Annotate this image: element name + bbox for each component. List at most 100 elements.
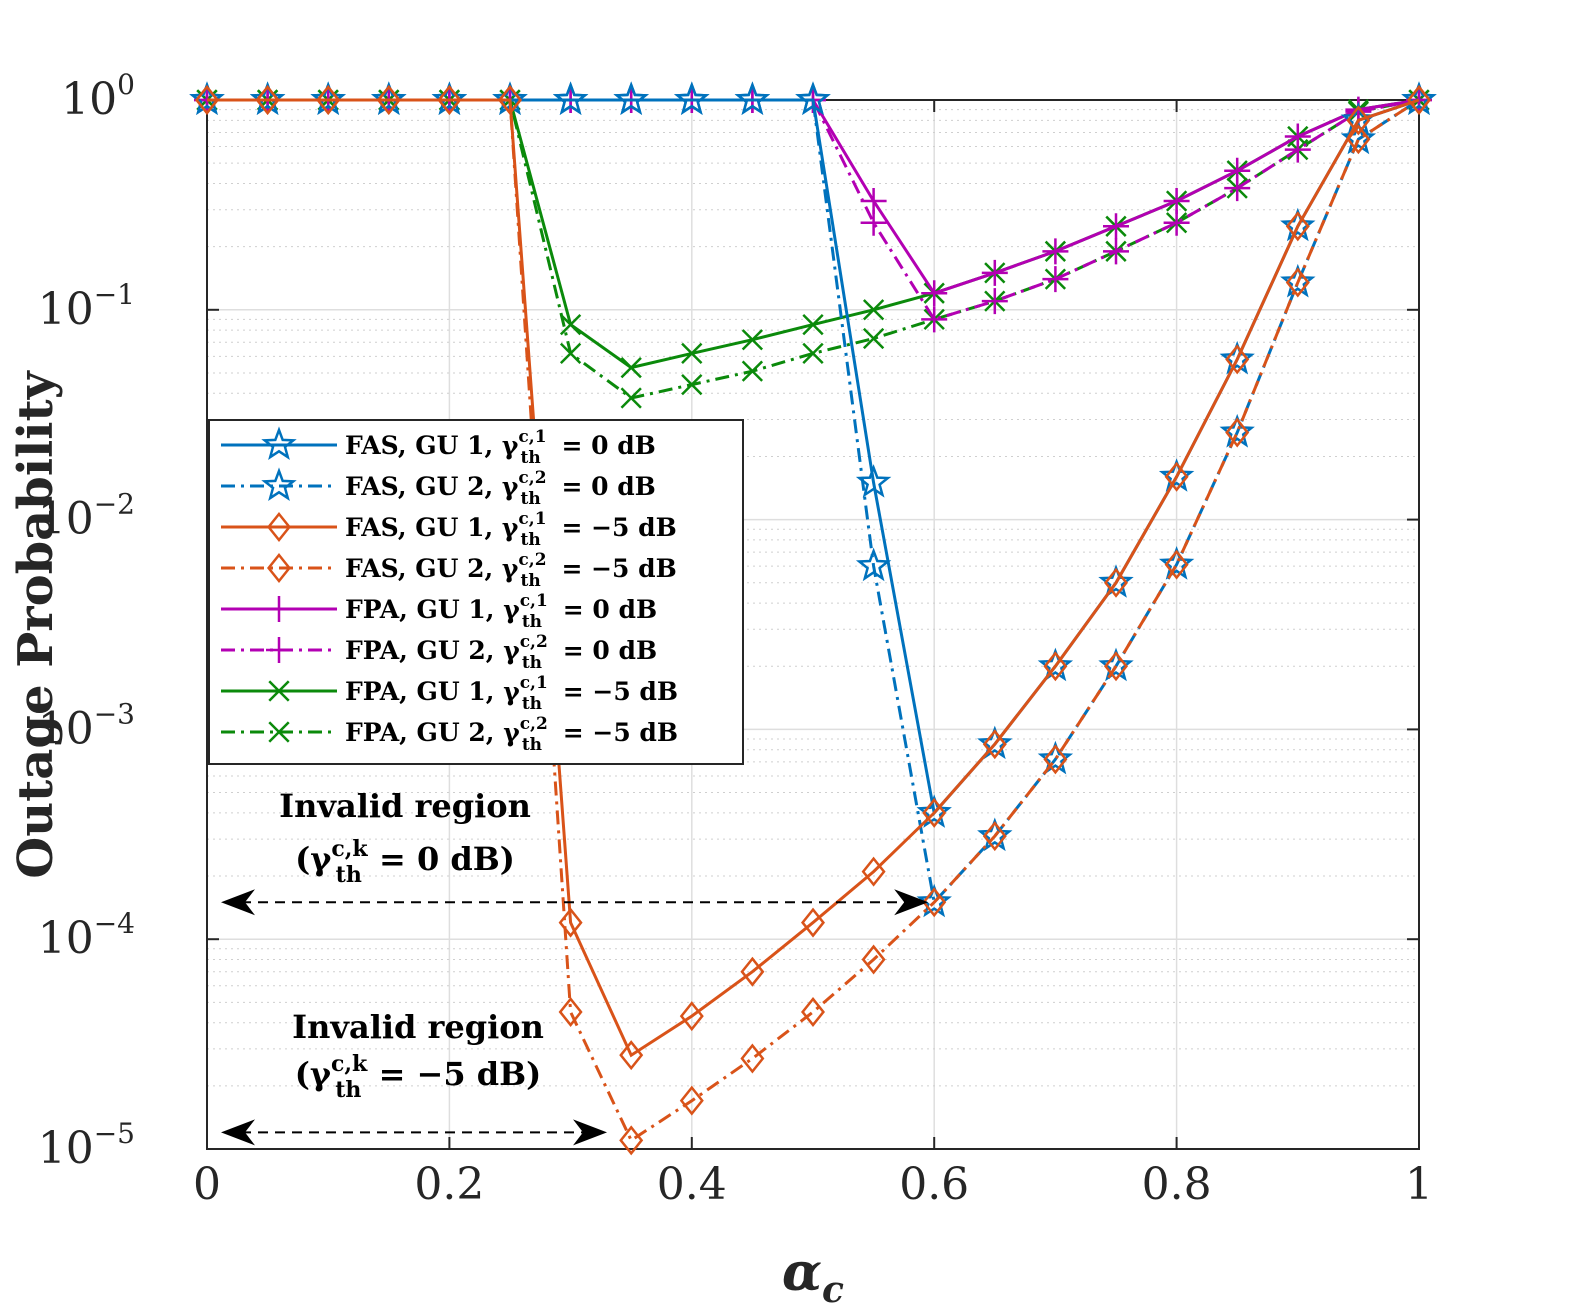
marker-plus — [921, 306, 948, 333]
legend-entry: FAS, GU 1, γc,1 th = 0 dB — [221, 426, 656, 468]
marker-star — [1037, 740, 1074, 775]
marker-star — [552, 81, 589, 115]
marker-diamond — [1164, 461, 1189, 492]
marker-plus — [1042, 238, 1069, 265]
marker-star — [249, 81, 286, 115]
marker-diamond — [1164, 549, 1189, 580]
marker-diamond — [982, 821, 1007, 852]
marker-plus — [1284, 136, 1311, 163]
marker-star — [977, 817, 1013, 852]
annotation-title: Invalid region — [279, 787, 531, 825]
marker-diamond — [679, 1001, 704, 1032]
x-tick-label: 0.6 — [899, 1159, 969, 1210]
marker-star — [189, 81, 225, 115]
marker-diamond — [1103, 567, 1129, 598]
marker-star — [977, 725, 1013, 760]
legend-entry: FAS, GU 2, γc,2 th = −5 dB — [221, 550, 677, 591]
marker-diamond — [1103, 651, 1129, 682]
marker-diamond — [558, 996, 583, 1027]
marker-diamond — [619, 1125, 644, 1156]
x-tick-label: 0.4 — [657, 1159, 727, 1210]
marker-star — [1340, 120, 1377, 155]
marker-star — [916, 794, 952, 828]
marker-diamond — [922, 797, 947, 828]
annotation-condition: (γc,k th = 0 dB) — [295, 836, 515, 888]
y-tick-label: 100 — [61, 68, 135, 125]
marker-diamond — [1346, 105, 1371, 136]
annotation-arrow-head-right — [573, 1119, 608, 1146]
marker-star — [1158, 458, 1195, 492]
marker-cross — [268, 680, 290, 702]
marker-plus — [981, 288, 1008, 315]
marker-diamond — [740, 1043, 765, 1074]
marker-diamond — [255, 84, 280, 116]
annotation-arrow-head-left — [221, 889, 255, 916]
marker-plus — [860, 209, 887, 236]
marker-diamond — [861, 944, 886, 975]
grid — [206, 99, 1420, 1150]
marker-diamond — [679, 1085, 704, 1116]
marker-star — [310, 81, 346, 115]
marker-star — [1219, 413, 1255, 448]
series-4 — [194, 84, 1432, 1156]
marker-cross — [620, 357, 642, 379]
legend-label: FAS, GU 2, γc,2 th = 0 dB — [345, 468, 656, 509]
legend-label: FPA, GU 2, γc,2 th = 0 dB — [345, 632, 657, 673]
marker-cross — [802, 342, 824, 364]
annotation-arrow-head-left — [221, 1119, 255, 1146]
legend-label: FAS, GU 1, γc,1 th = −5 dB — [345, 509, 677, 550]
marker-cross — [681, 342, 703, 364]
annotation-arrow-head-right — [894, 889, 929, 916]
marker-diamond — [740, 956, 765, 987]
marker-diamond — [982, 729, 1007, 760]
series-line — [207, 98, 1420, 1058]
marker-star — [1219, 340, 1255, 375]
marker-plus — [921, 280, 948, 307]
marker-diamond — [316, 84, 341, 116]
marker-plus — [266, 637, 292, 663]
marker-star — [1098, 564, 1134, 598]
marker-star — [371, 81, 407, 115]
series-group — [189, 81, 1437, 1156]
x-tick-label: 0.8 — [1142, 1159, 1212, 1210]
marker-plus — [981, 259, 1008, 286]
legend-entry: FAS, GU 1, γc,1 th = −5 dB — [221, 509, 677, 550]
marker-cross — [862, 299, 885, 321]
marker-diamond — [376, 84, 401, 116]
marker-star — [261, 426, 297, 460]
legend-entry: FPA, GU 1, γc,1 th = −5 dB — [221, 673, 678, 714]
legend-entry: FPA, GU 2, γc,2 th = 0 dB — [221, 632, 657, 673]
marker-star — [734, 81, 771, 115]
legend-label: FPA, GU 2, γc,2 th = −5 dB — [345, 714, 678, 755]
marker-diamond — [194, 84, 220, 116]
legend-label: FPA, GU 1, γc,1 th = 0 dB — [345, 591, 657, 632]
legend-label: FAS, GU 2, γc,2 th = −5 dB — [345, 550, 677, 591]
marker-cross — [559, 342, 582, 364]
y-tick-label: 10−1 — [38, 278, 135, 335]
series-line — [207, 98, 1420, 322]
marker-star — [1280, 207, 1316, 242]
y-axis-title: Outage Probability — [8, 369, 64, 878]
x-tick-label: 0.2 — [414, 1159, 484, 1210]
legend-entry: FAS, GU 2, γc,2 th = 0 dB — [221, 467, 656, 509]
marker-plus — [1163, 209, 1190, 236]
marker-diamond — [800, 996, 826, 1027]
marker-diamond — [1225, 417, 1250, 448]
marker-star — [795, 81, 831, 115]
marker-cross — [741, 360, 764, 382]
marker-star — [1037, 647, 1074, 682]
legend-entry: FPA, GU 1, γc,1 th = 0 dB — [221, 591, 657, 632]
marker-cross — [559, 313, 582, 336]
marker-diamond — [861, 856, 886, 887]
marker-star — [1401, 81, 1437, 115]
marker-plus — [1163, 188, 1190, 215]
marker-star — [261, 467, 297, 501]
marker-star — [1098, 647, 1134, 682]
marker-cross — [862, 327, 885, 350]
marker-cross — [741, 329, 764, 351]
marker-cross — [802, 313, 824, 336]
marker-star — [916, 883, 952, 918]
marker-diamond — [266, 511, 292, 543]
